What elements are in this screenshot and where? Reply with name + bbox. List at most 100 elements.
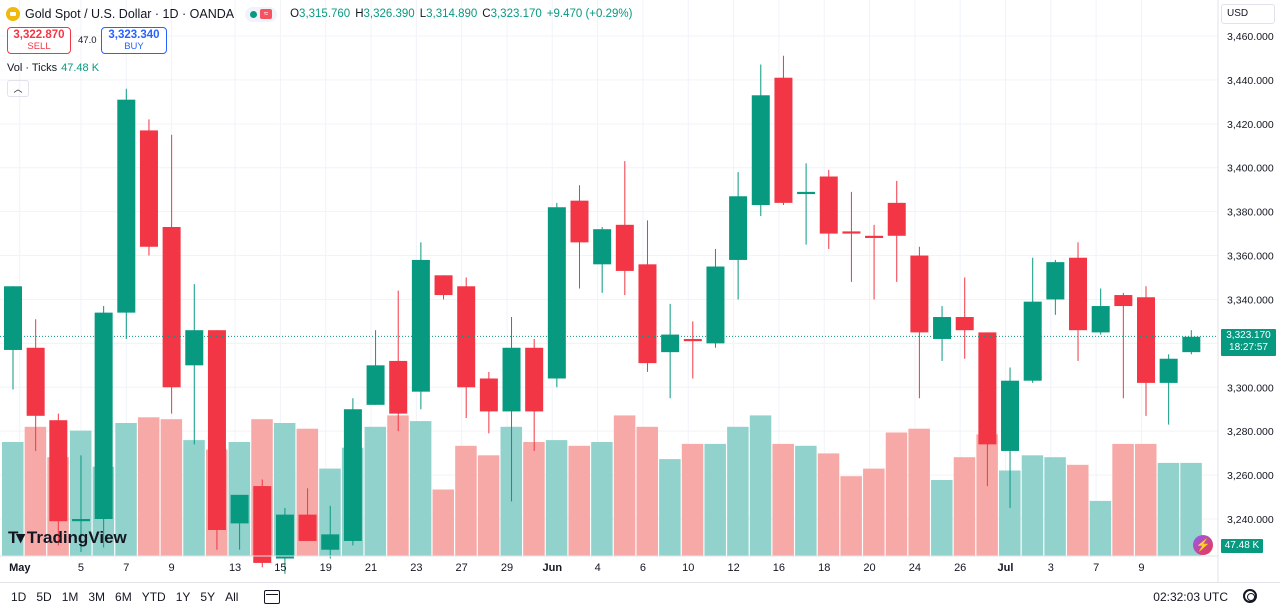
calendar-icon[interactable]	[264, 590, 281, 604]
volume-bar	[115, 423, 137, 556]
time-tick-label: 12	[727, 562, 739, 574]
symbol-title[interactable]: Gold Spot / U.S. Dollar · 1D · OANDA	[25, 7, 235, 21]
ohlc-low-value: 3,314.890	[426, 8, 478, 20]
price-tick-label: 3,400.000	[1227, 163, 1274, 175]
time-tick-label: 21	[365, 562, 377, 574]
candle-body	[185, 330, 204, 366]
chevron-up-icon: ︿	[13, 84, 23, 94]
volume-bar	[455, 445, 477, 556]
range-5y-button[interactable]: 5Y	[200, 590, 216, 604]
data-feed-icon: ≈	[260, 9, 273, 19]
time-tick-label: Jul	[998, 562, 1014, 574]
currency-selector[interactable]: USD	[1221, 4, 1275, 24]
range-6m-button[interactable]: 6M	[115, 590, 132, 604]
candle-body	[457, 286, 476, 388]
buy-label: BUY	[124, 41, 144, 52]
last-price-label: 3,323.170 18:27:57	[1221, 329, 1276, 356]
buy-button[interactable]: 3,323.340 BUY	[101, 27, 167, 54]
time-tick-label: 18	[818, 562, 830, 574]
volume-bar	[409, 421, 432, 556]
candle-body	[253, 486, 272, 563]
candle-body	[774, 77, 793, 203]
candle-body	[547, 207, 566, 379]
volume-bar	[863, 468, 885, 556]
time-tick-label: 19	[320, 562, 332, 574]
bar-countdown: 18:27:57	[1229, 342, 1268, 353]
lightning-icon[interactable]: ⚡	[1193, 535, 1213, 555]
volume-legend-value: 47.48 K	[61, 62, 100, 74]
candle-body	[1159, 358, 1178, 383]
price-candles	[4, 55, 1201, 574]
price-tick-label: 3,440.000	[1227, 75, 1274, 87]
sell-button[interactable]: 3,322.870 SELL	[7, 27, 71, 54]
time-tick-label: 3	[1048, 562, 1054, 574]
time-axis: May 5 7 9 13 15 19 21 23 27 29 Jun 4 6 10 12 16 18 20 24 26 J…	[0, 555, 1218, 574]
volume-bar	[1112, 443, 1134, 556]
volume-bar	[160, 419, 183, 556]
range-5d-button[interactable]: 5D	[36, 590, 52, 604]
candle-body	[434, 275, 453, 296]
volume-bar	[749, 415, 772, 556]
tradingview-logo[interactable]: T▾ TradingView	[8, 528, 127, 548]
time-tick-label: 26	[954, 562, 966, 574]
volume-bar	[659, 459, 681, 556]
volume-bars	[2, 415, 1202, 556]
ohlc-values: O3,315.760 H3,326.390 L3,314.890 C3,323.…	[290, 8, 632, 20]
price-tick-label: 3,460.000	[1227, 31, 1274, 43]
range-1d-button[interactable]: 1D	[11, 590, 27, 604]
volume-bar	[568, 445, 590, 556]
ohlc-change-value: +9.470 (+0.29%)	[546, 8, 633, 20]
time-tick-label: 9	[1138, 562, 1144, 574]
market-open-icon	[250, 10, 258, 18]
volume-bar	[885, 432, 908, 556]
time-tick-label: May	[9, 562, 31, 574]
volume-legend[interactable]: Vol · Ticks 47.48 K	[7, 62, 99, 74]
tradingview-logo-icon: T▾	[8, 528, 25, 547]
candle-body	[910, 255, 929, 333]
range-1m-button[interactable]: 1M	[61, 590, 79, 604]
volume-bar	[727, 426, 749, 556]
time-tick-label: 23	[410, 562, 422, 574]
range-1y-button[interactable]: 1Y	[175, 590, 191, 604]
volume-bar	[953, 457, 976, 556]
candle-body	[1001, 380, 1020, 451]
candle-body	[275, 514, 294, 559]
price-tick-label: 3,260.000	[1227, 470, 1274, 482]
candle-body	[207, 330, 226, 530]
candle-body	[751, 95, 770, 206]
candle-body	[230, 494, 249, 524]
volume-bar	[137, 417, 160, 556]
utc-clock[interactable]: 02:32:03 UTC	[1153, 590, 1228, 604]
candlestick-chart[interactable]: 3,460.000 3,440.000 3,420.000 3,400.000 3,38…	[0, 0, 1280, 582]
range-all-button[interactable]: All	[225, 590, 239, 604]
candle-body	[94, 312, 113, 519]
market-status[interactable]: ≈	[245, 6, 278, 22]
volume-bar	[636, 426, 658, 556]
spread-value: 47.0	[78, 35, 97, 46]
time-tick-label: 15	[274, 562, 286, 574]
volume-legend-label: Vol · Ticks	[7, 62, 58, 74]
time-tick-label: 29	[501, 562, 513, 574]
gold-symbol-icon	[6, 7, 20, 21]
ohlc-open-value: 3,315.760	[299, 8, 351, 20]
volume-bar	[931, 480, 953, 556]
time-tick-label: 16	[773, 562, 785, 574]
gear-icon[interactable]	[1243, 589, 1257, 603]
candle-body	[706, 266, 725, 344]
range-3m-button[interactable]: 3M	[88, 590, 106, 604]
volume-bar	[432, 489, 455, 556]
collapse-legend-button[interactable]: ︿	[7, 80, 29, 97]
price-tick-label: 3,380.000	[1227, 207, 1274, 219]
price-tick-label: 3,240.000	[1227, 514, 1274, 526]
candle-body	[933, 317, 952, 339]
candle-body	[593, 229, 612, 265]
candle-body	[139, 130, 158, 247]
candle-body	[1137, 297, 1155, 383]
volume-bar	[999, 470, 1021, 556]
time-tick-label: 7	[123, 562, 129, 574]
candle-body	[298, 514, 317, 541]
range-ytd-button[interactable]: YTD	[141, 590, 166, 604]
candle-body	[978, 332, 997, 445]
candle-body	[570, 200, 589, 243]
candle-body	[525, 347, 544, 412]
